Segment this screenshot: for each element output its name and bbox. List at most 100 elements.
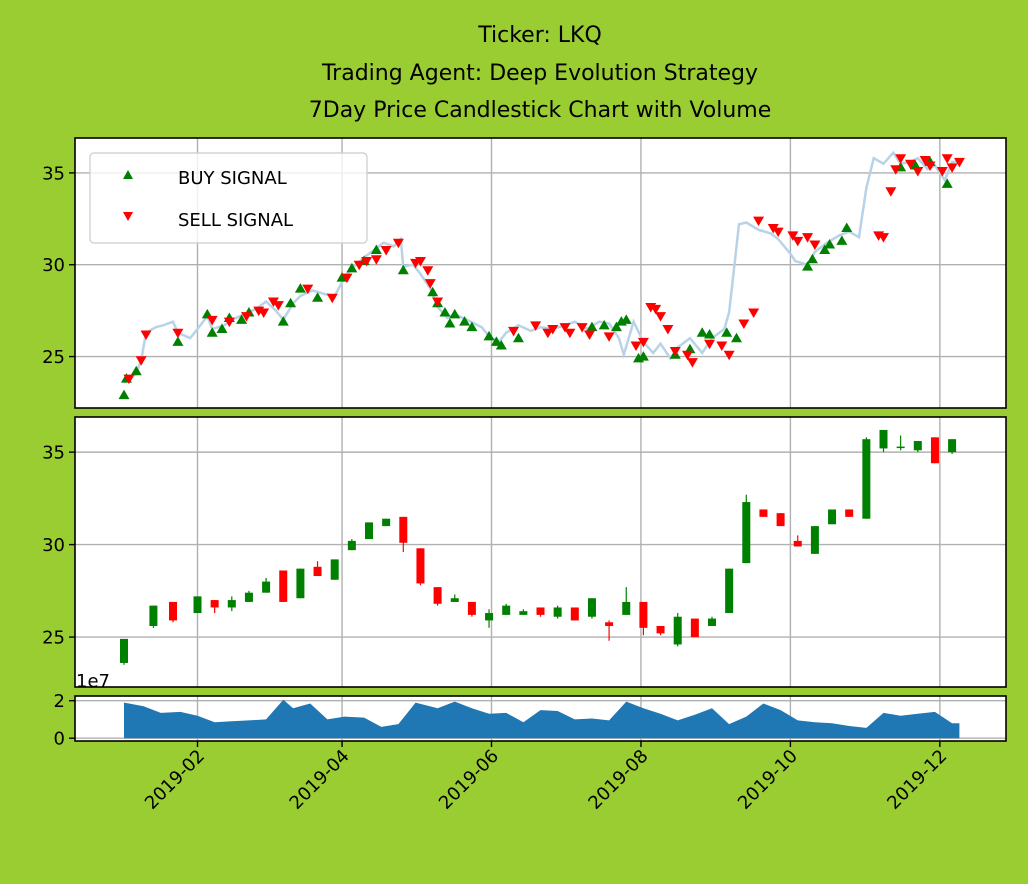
sell-signal-marker [716,341,728,352]
buy-signal-marker [824,239,836,249]
buy-signal-marker [620,314,632,324]
candle-body-up [244,592,253,602]
sell-signal-marker [302,284,314,295]
sell-signal-marker [267,297,279,307]
buy-signal-marker [459,316,471,326]
sell-signal-marker [637,337,649,348]
volume-y-ticks: 02 [54,691,75,750]
volume-ytick-label-0: 0 [54,729,65,750]
candle-ytick-label-35: 35 [42,443,65,464]
sell-signal-marker [946,163,958,173]
chart-title-line-1: Ticker: LKQ [477,23,602,48]
candle-body-up [673,616,682,645]
sell-signal-marker [895,154,907,164]
price-ytick-label-25: 25 [42,347,65,368]
sell-signal-marker [662,325,674,335]
candle-body-up [896,446,905,449]
sell-signal-marker [223,317,235,328]
candle-body-down [416,548,425,584]
sell-signal-marker [767,224,779,234]
sell-signal-marker [912,167,924,177]
candle-body-down [690,618,699,638]
legend: BUY SIGNAL SELL SIGNAL [89,152,368,244]
sell-signal-marker [542,328,554,339]
buy-signal-marker [586,321,598,332]
buy-signal-marker [439,306,451,317]
candle-body-down [605,622,614,626]
volume-panel-frame [74,695,1007,742]
sell-signal-marker [380,246,392,256]
candle-body-up [193,596,202,614]
sell-signal-marker [682,350,693,361]
candle-body-up [485,613,494,621]
candle-body-down [930,437,939,464]
chart-title-line-2: Trading Agent: Deep Evolution Strategy [321,61,758,86]
sell-signal-marker [564,328,576,339]
sell-signal-marker [738,319,750,330]
buy-signal-marker [206,327,218,337]
legend-buy-marker [123,170,133,179]
sell-signal-marker [241,312,252,322]
buy-signal-marker [118,389,130,400]
sell-signal-markers [123,154,965,385]
sell-signal-marker [392,238,404,249]
sell-signal-marker [547,325,559,335]
candle-body-up [553,607,562,617]
buy-signal-marker [819,244,831,255]
sell-signal-marker [941,154,953,164]
buy-signal-marker [731,332,742,343]
buy-signal-marker [449,308,461,319]
sell-signal-marker [424,279,436,289]
sell-signal-marker [135,356,147,366]
candle-panel-frame [74,416,1007,688]
sell-signal-marker [630,341,642,352]
buy-signal-marker [277,316,289,326]
sell-signal-marker [361,257,373,267]
candle-body-up [120,638,128,663]
sell-signal-marker [508,326,520,337]
sell-signal-marker [353,260,365,271]
sell-signal-marker [704,339,716,350]
candle-body-up [862,439,871,519]
candle-body-down [313,566,322,577]
price-ytick-label-30: 30 [42,255,65,276]
candle-body-up [450,598,459,602]
sell-signal-marker [326,293,338,304]
candle-body-up [708,618,716,626]
price-y-ticks: 25 30 35 [42,163,75,368]
candle-body-down [210,600,219,608]
candle-body-up [948,439,957,453]
buy-signal-marker [216,323,228,334]
candle-body-up [810,526,819,554]
buy-signal-marker [397,264,409,275]
candle-body-down [776,513,785,527]
buy-signal-marker [466,321,478,332]
buy-signal-marker [802,261,814,271]
sell-signal-marker [787,231,799,241]
legend-buy-label: BUY SIGNAL [178,168,287,189]
buy-signal-marker [490,336,502,346]
volume-scale-label: 1e7 [76,671,110,692]
buy-signal-marker [370,244,382,255]
candle-body-down [467,601,476,615]
candle-body-up [587,598,596,617]
buy-signal-marker [721,327,733,337]
candle-body-down [759,509,768,517]
buy-signal-marker [841,222,853,232]
candles [120,429,957,665]
buy-signal-marker [836,235,848,245]
sell-signal-marker [206,315,218,326]
candle-ytick-label-30: 30 [42,535,65,556]
candle-body-up [227,600,236,608]
buy-signal-marker [512,332,524,343]
candle-grid [75,417,1006,687]
candle-ytick-label-25: 25 [42,628,65,649]
price-grid [75,138,1006,408]
price-panel-frame [74,137,1007,409]
sell-signal-marker [748,308,760,318]
candle-y-ticks: 25 30 35 [42,443,75,649]
buy-signal-marker [483,330,495,341]
candle-body-down [793,540,802,547]
sell-signal-marker [885,187,897,197]
candle-body-up [296,568,305,599]
